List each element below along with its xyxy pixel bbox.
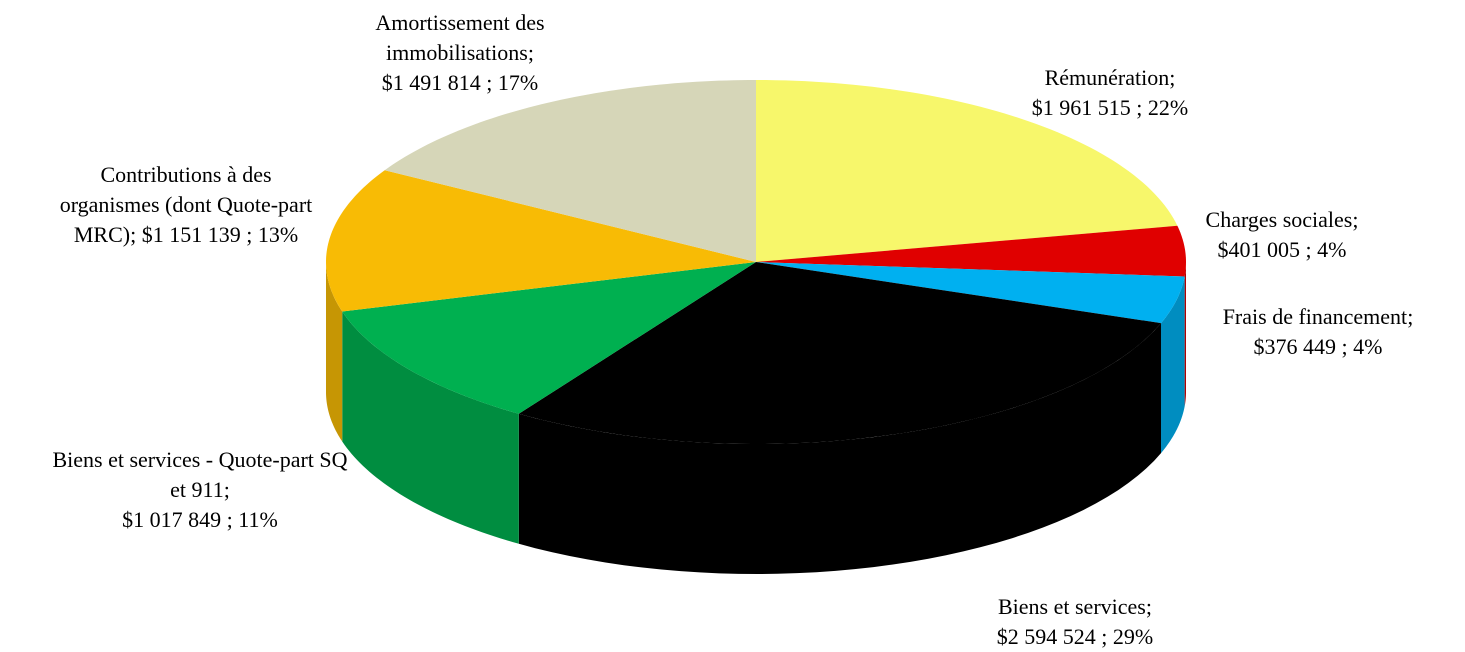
pie-slice [756, 80, 1178, 262]
label-value: $1 151 139 [141, 222, 241, 247]
label-separator: ; [1101, 624, 1108, 649]
pie-slice [384, 80, 756, 262]
label-percent: 13% [257, 222, 299, 247]
pie-slice [326, 170, 756, 312]
label-percent: 4% [1317, 237, 1347, 262]
label-separator: ; [223, 477, 230, 502]
label-name: Biens et services [998, 594, 1146, 619]
label-value: $376 449 [1253, 334, 1337, 359]
pie-slice-side [342, 311, 519, 544]
label-separator: ; [1341, 334, 1348, 359]
pie-slice [756, 262, 1185, 324]
pie-slice-side [326, 262, 343, 442]
label-name: Frais de financement [1222, 304, 1408, 329]
label-value: $1 017 849 [122, 507, 222, 532]
label-name: Amortissement des immobilisations [375, 10, 545, 65]
label-value: $2 594 524 [996, 624, 1096, 649]
label-value: $1 491 814 [381, 70, 481, 95]
slice-label: Charges sociales; $401 005 ; 4% [1172, 205, 1392, 265]
label-separator: ; [226, 507, 233, 532]
pie-slice-side [1184, 262, 1186, 407]
label-name: Rémunération [1044, 65, 1170, 90]
label-value: $1 961 515 [1031, 95, 1131, 120]
label-separator: ; [1145, 594, 1152, 619]
slice-label: Rémunération; $1 961 515 ; 22% [970, 63, 1250, 123]
pie-slice [518, 262, 1162, 444]
label-separator: ; [130, 222, 137, 247]
label-separator: ; [1407, 304, 1414, 329]
label-percent: 17% [497, 70, 539, 95]
label-percent: 29% [1112, 624, 1154, 649]
label-separator: ; [1169, 65, 1176, 90]
label-value: $401 005 [1217, 237, 1301, 262]
pie-slice [756, 225, 1186, 277]
label-separator: ; [527, 40, 534, 65]
pie-slice-side [1161, 276, 1185, 454]
label-percent: 11% [238, 507, 278, 532]
label-name: Biens et services - Quote-part SQ et 911 [52, 447, 348, 502]
label-separator: ; [1352, 207, 1359, 232]
label-separator: ; [486, 70, 493, 95]
label-separator: ; [246, 222, 253, 247]
label-name: Charges sociales [1205, 207, 1353, 232]
label-separator: ; [1305, 237, 1312, 262]
slice-label: Amortissement des immobilisations; $1 491… [330, 8, 590, 98]
label-name: Contributions à des organismes (dont Quo… [59, 162, 313, 247]
label-percent: 4% [1353, 334, 1383, 359]
pie-slice [342, 262, 756, 414]
label-separator: ; [1136, 95, 1143, 120]
slice-label: Frais de financement; $376 449 ; 4% [1188, 302, 1448, 362]
slice-label: Contributions à des organismes (dont Quo… [51, 160, 321, 250]
slice-label: Biens et services; $2 594 524 ; 29% [945, 592, 1205, 652]
pie-slice-side [518, 323, 1162, 574]
label-percent: 22% [1147, 95, 1189, 120]
slice-label: Biens et services - Quote-part SQ et 911… [50, 445, 350, 535]
